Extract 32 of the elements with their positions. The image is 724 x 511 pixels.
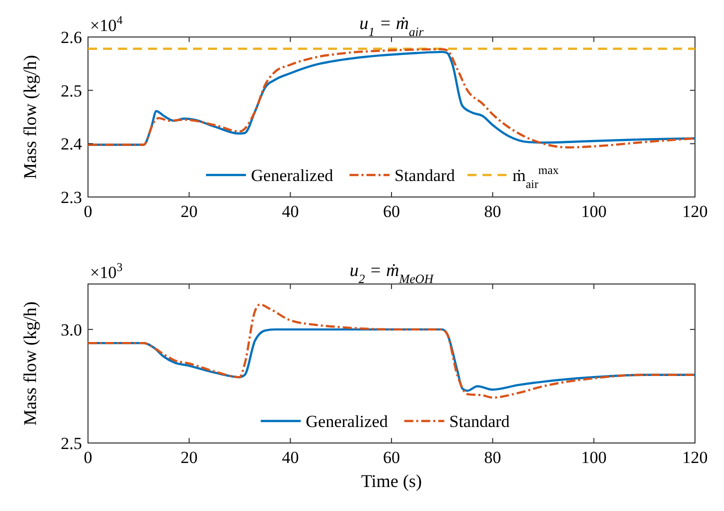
x-tick-label: 40 — [282, 202, 299, 221]
y-tick-label: 2.5 — [60, 434, 82, 453]
x-tick-label: 100 — [581, 448, 607, 467]
x-tick-label: 120 — [682, 448, 708, 467]
legend-label: Generalized — [306, 412, 388, 431]
x-tick-label: 60 — [383, 202, 400, 221]
x-tick-label: 120 — [682, 202, 708, 221]
x-tick-label: 40 — [282, 448, 299, 467]
chart-title: u$_{2}$ = ṁ$_{MeOH}$ — [350, 260, 434, 286]
x-tick-label: 60 — [383, 448, 400, 467]
y-tick-label: 2.6 — [60, 28, 82, 47]
y-tick-label: 3.0 — [60, 320, 82, 340]
x-tick-label: 0 — [84, 448, 92, 467]
x-tick-label: 80 — [484, 448, 502, 467]
y-axis-title: Mass flow (kg/h) — [20, 55, 40, 179]
text: ×10$^{3}$ — [90, 260, 123, 282]
line-series — [86, 303, 696, 399]
y-axis-title: Mass flow (kg/h) — [20, 302, 40, 426]
x-tick-label: 80 — [484, 202, 502, 221]
x-tick-label: 100 — [581, 202, 607, 221]
x-axis-title: Time (s) — [361, 471, 422, 491]
text: ×10$^{4}$ — [90, 13, 123, 35]
x-tick-label: 20 — [180, 448, 198, 467]
chart-title: u$_{1}$ = ṁ$_{air}$ — [359, 13, 424, 39]
x-tick-label: 20 — [180, 202, 198, 221]
legend-label: Standard — [394, 166, 456, 185]
legend-label: Standard — [449, 412, 510, 431]
legend-label: Generalized — [251, 166, 334, 185]
x-tick-label: 0 — [84, 202, 92, 221]
y-tick-label: 2.3 — [60, 188, 82, 207]
y-tick-label: 2.5 — [60, 81, 82, 100]
y-tick-label: 2.4 — [60, 134, 82, 154]
